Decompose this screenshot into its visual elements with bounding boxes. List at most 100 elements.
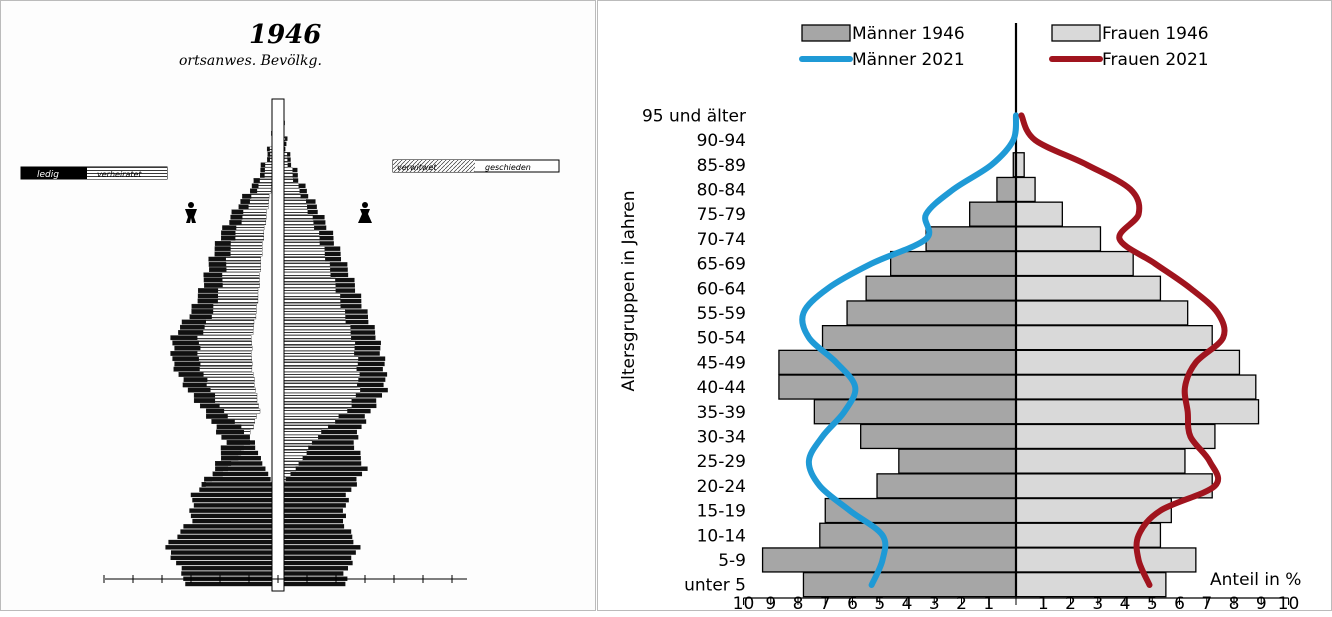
scan-bar-female-single-80 [288,163,291,167]
scan-bar-male-single-28 [222,435,250,439]
scan-bar-female-married-33 [278,409,347,413]
scan-bar-female-married-30 [278,425,328,429]
scan-bar-female-single-19 [282,482,357,486]
x-tick-label-14: 5 [1147,594,1158,612]
scan-bar-female-married-44 [278,351,354,355]
scan-bar-female-single-75 [300,189,307,193]
scan-bar-female-married-56 [278,288,336,292]
scan-legend-verheiratet: verheiratet [97,170,142,179]
scan-bar-female-single-10 [278,529,351,533]
x-tick-label-18: 9 [1256,594,1267,612]
scan-bar-female-married-35 [278,398,352,402]
scan-bar-female-single-53 [341,304,362,308]
scan-bar-male-single-12 [192,519,278,523]
scan-bar-male-single-7 [165,545,278,549]
category-label-18: 90-94 [697,131,746,151]
scan-bar-female-married-63 [278,252,325,256]
category-label-17: 85-89 [697,156,746,176]
scan-bar-male-single-66 [221,236,235,240]
scan-bar-male-single-65 [215,241,231,245]
legend-swatch-1 [1052,25,1100,41]
scan-bar-female-married-57 [278,283,336,287]
category-label-0: unter 5 [684,576,746,596]
scan-bar-male-single-58 [204,278,223,282]
scan-bar-male-single-40 [179,372,204,376]
scan-bar-female-married-62 [278,257,325,261]
scan-bar-female-single-11 [278,524,344,528]
category-label-4: 20-24 [697,477,746,497]
scan-bar-female-married-43 [278,356,358,360]
scan-bar-female-single-69 [314,220,326,224]
scan-bar-male-single-54 [198,299,218,303]
x-tick-label-13: 4 [1120,594,1131,612]
scan-bar-male-single-27 [227,440,255,444]
scan-bar-female-single-72 [307,205,317,209]
scan-bar-female-single-22 [296,467,368,471]
scan-bar-female-single-47 [351,336,375,340]
bar-frauen-1946-1 [1016,548,1196,572]
scan-bar-female-single-68 [314,226,326,230]
scan-bar-male-single-68 [222,226,236,230]
category-label-2: 10-14 [697,526,746,546]
scan-bar-female-married-36 [278,393,356,397]
bar-frauen-1946-14 [1016,227,1100,251]
scan-bar-female-single-29 [321,430,357,434]
scan-bar-male-single-22 [215,467,265,471]
legend-swatch-0 [802,25,850,41]
scan-bar-female-single-54 [340,299,361,303]
scan-bar-female-single-12 [278,519,343,523]
scan-bar-female-single-43 [358,356,385,360]
scan-bar-female-single-64 [325,246,341,250]
scan-bar-male-single-3 [182,566,278,570]
bar-frauen-1946-16 [1016,177,1035,201]
scan-bar-male-single-82 [268,152,271,156]
scan-bar-female-married-42 [278,362,358,366]
bar-maenner-1946-11 [847,301,1016,325]
scan-bar-female-single-56 [336,288,355,292]
x-tick-label-11: 2 [1065,594,1076,612]
scan-bar-female-single-34 [352,404,377,408]
scan-legend-right: verwitwet geschieden [393,160,559,172]
chart-y-axis-title: Altersgruppen in Jahren [619,190,639,391]
scan-bar-male-single-55 [198,294,218,298]
scan-bar-male-single-47 [171,336,198,340]
bar-maenner-1946-10 [823,326,1016,350]
scan-bar-male-single-6 [171,550,278,554]
scan-bar-female-single-40 [360,372,387,376]
category-label-3: 15-19 [697,502,746,522]
category-label-11: 55-59 [697,304,746,324]
category-label-8: 40-44 [697,378,746,398]
scan-bar-female-single-45 [355,346,381,350]
scan-bar-female-single-85 [285,136,287,140]
scan-bar-female-married-59 [278,273,331,277]
category-label-9: 45-49 [697,353,746,373]
scan-bar-female-single-15 [278,503,346,507]
scan-bar-female-single-77 [293,178,298,182]
scan-bar-male-single-8 [168,540,278,544]
scan-bar-female-single-7 [278,545,360,549]
scan-bar-female-married-41 [278,367,357,371]
x-tick-label-9: 1 [983,594,994,612]
scan-bar-female-single-61 [330,262,347,266]
bar-frauen-1946-7 [1016,400,1259,424]
bar-frauen-1946-5 [1016,449,1185,473]
scan-bar-male-single-44 [171,351,198,355]
scan-bar-female-single-63 [325,252,341,256]
scan-bar-male-single-33 [206,409,224,413]
x-tick-label-17: 8 [1229,594,1240,612]
scan-bar-female-single-59 [331,273,349,277]
bar-maenner-1946-15 [970,202,1016,226]
scan-bar-female-single-46 [355,341,381,345]
scan-bar-female-single-62 [325,257,341,261]
x-tick-label-15: 6 [1174,594,1185,612]
scan-bar-female-single-14 [278,508,343,512]
scan-bar-female-single-67 [319,231,333,235]
female-figure-icon [358,202,372,223]
scan-bar-male-single-37 [188,388,210,392]
scan-bar-female-single-20 [286,477,357,481]
scan-bar-female-single-17 [278,493,346,497]
scan-bar-male-single-57 [204,283,222,287]
scan-bar-female-single-55 [340,294,361,298]
